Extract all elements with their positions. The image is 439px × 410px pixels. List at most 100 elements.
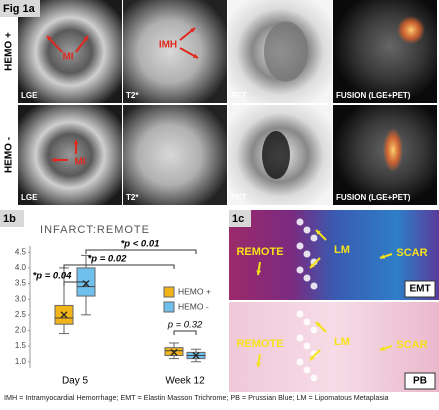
p-value: *p = 0.04 (33, 271, 73, 282)
image-label: PET (231, 91, 247, 100)
region-label: REMOTE (236, 246, 283, 258)
label-box (0, 210, 24, 227)
arrow-head (380, 346, 385, 351)
arrow-head (73, 140, 79, 145)
fat-cell (310, 326, 318, 334)
fat-cell (303, 366, 311, 374)
panel-label: 1b (3, 213, 16, 225)
row-label: HEMO + (4, 32, 15, 71)
arrow-label: IMH (159, 40, 177, 51)
fat-cell (310, 350, 318, 358)
y-tick-label: 4.0 (15, 263, 27, 272)
image-label: LGE (21, 91, 38, 100)
y-tick-label: 4.5 (15, 247, 27, 256)
x-tick-label: Week 12 (165, 376, 205, 387)
fat-cell (310, 234, 318, 242)
region-label: SCAR (396, 339, 427, 351)
mri-image (123, 105, 227, 205)
panel-label: 1c (232, 213, 244, 225)
mean-marker (192, 352, 200, 359)
fat-cell (303, 250, 311, 258)
fat-cell (303, 342, 311, 350)
histology-image (229, 210, 439, 300)
legend-swatch (163, 286, 175, 298)
pet-hotspot (383, 128, 403, 172)
region-label: REMOTE (236, 338, 283, 350)
p-value: p = 0.32 (167, 320, 203, 331)
image-tag: PB (413, 376, 427, 387)
pet-blob (262, 131, 290, 179)
label-box (229, 210, 251, 227)
arrow-head (52, 157, 57, 163)
pet-blob (264, 21, 308, 82)
arrow-head (316, 322, 321, 327)
y-tick-label: 3.5 (15, 279, 27, 288)
panel-c: REMOTE LM SCAR EMT REMOTE LM SCAR PB 1c (229, 210, 439, 392)
fat-cell (310, 374, 318, 382)
mri-image (333, 0, 437, 103)
x-tick-label: Day 5 (62, 376, 89, 387)
legend-swatch (163, 301, 175, 313)
arrow-head (316, 230, 321, 235)
footer: IMH = Intramyocardial Hemorrhage; EMT = … (4, 393, 389, 402)
fat-cell (303, 274, 311, 282)
arrow-head (310, 355, 315, 360)
arrow-head (256, 270, 262, 275)
legend-label: HEMO + (178, 286, 211, 296)
row-label: HEMO - (4, 137, 15, 173)
tag-box (404, 372, 436, 390)
panel-b: 1b INFARCT:REMOTE 1.0 1.5 2.0 2.5 3.0 3.5 4.0 4.5… (0, 210, 211, 387)
fat-cell (310, 282, 318, 290)
mri-image (18, 0, 122, 103)
arrow-head (193, 53, 198, 58)
bracket (173, 330, 197, 335)
bracket (63, 281, 87, 286)
arrow-head (190, 28, 195, 33)
bracket (63, 264, 175, 269)
region-label: SCAR (396, 247, 427, 259)
arrow-label: MI (74, 157, 85, 168)
tag-box (404, 280, 436, 298)
arrow-head (256, 362, 262, 367)
arrow-head (310, 263, 315, 268)
fat-cell (303, 226, 311, 234)
region-label: LM (334, 244, 350, 256)
p-value: *p < 0.01 (121, 239, 160, 250)
fat-cell (310, 258, 318, 266)
fat-cell (296, 266, 304, 274)
label-box (0, 0, 40, 17)
arrow-head (47, 36, 52, 41)
image-label: PET (231, 193, 247, 202)
legend-label: HEMO - (178, 301, 209, 311)
p-value: *p = 0.02 (88, 254, 128, 265)
image-label: T2* (126, 91, 139, 100)
fat-cell (296, 218, 304, 226)
fat-cell (296, 242, 304, 250)
region-label: LM (334, 336, 350, 348)
fat-cell (296, 358, 304, 366)
arrow-label: MI (62, 52, 73, 63)
image-label: FUSION (LGE+PET) (336, 193, 411, 202)
y-tick-label: 1.5 (15, 341, 27, 350)
histology-image (229, 302, 439, 392)
mri-image (18, 105, 122, 205)
chart-title: INFARCT:REMOTE (40, 224, 150, 236)
pet-hotspot (397, 16, 425, 44)
mean-marker (170, 348, 178, 356)
fat-cell (296, 334, 304, 342)
image-tag: EMT (409, 284, 430, 295)
panel-a: LGE T2* PET FUSION (LGE+PET) HEMO + LGE T2* PET… (0, 0, 437, 205)
panel-label: Fig 1a (3, 3, 36, 15)
y-tick-label: 1.0 (15, 357, 27, 366)
fat-cell (303, 318, 311, 326)
mean-marker (60, 311, 68, 319)
arrow-head (380, 254, 385, 259)
mri-image (123, 0, 227, 103)
bracket (85, 249, 197, 254)
image-label: T2* (126, 193, 139, 202)
arrow-head (83, 36, 88, 41)
image-label: LGE (21, 193, 38, 202)
y-tick-label: 2.0 (15, 326, 27, 335)
y-tick-label: 3.0 (15, 294, 27, 303)
